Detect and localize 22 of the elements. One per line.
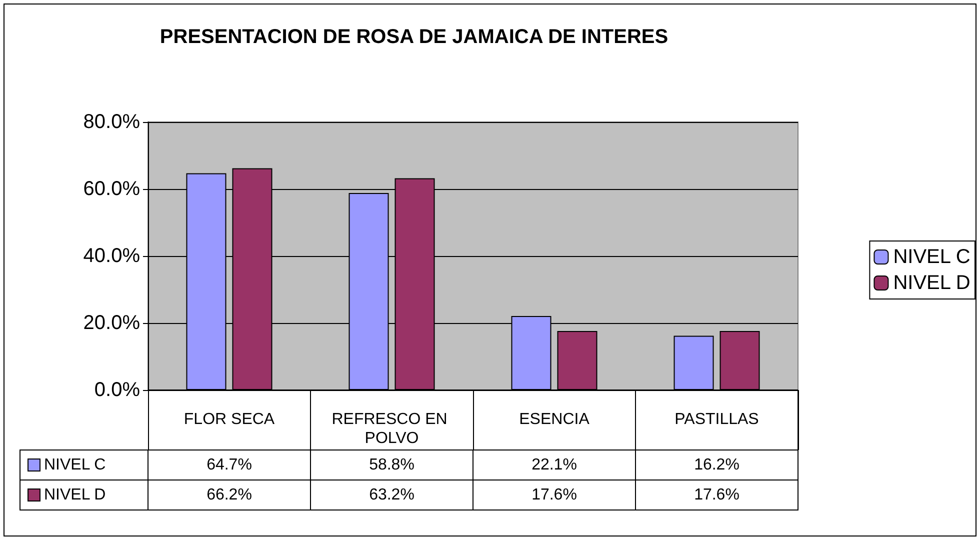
data-label: 22.1% <box>532 456 577 474</box>
chart-title: PRESENTACION DE ROSA DE JAMAICA DE INTERES <box>160 26 668 48</box>
x-tick-label: ESENCIA <box>519 411 590 428</box>
legend-label: NIVEL D <box>893 272 970 294</box>
y-tick-label: 20.0% <box>83 312 140 334</box>
data-label: 58.8% <box>369 456 414 474</box>
y-tick-label: 0.0% <box>94 379 140 401</box>
data-label: 17.6% <box>694 486 740 504</box>
data-label: 17.6% <box>532 486 577 504</box>
text: NIVEL D <box>44 486 106 504</box>
y-tick-label: 40.0% <box>83 245 140 267</box>
legend-label: NIVEL C <box>44 456 106 474</box>
data-label: 66.2% <box>206 486 252 504</box>
text: NIVEL C <box>893 246 970 268</box>
data-label: 64.7% <box>206 456 252 474</box>
x-tick-label: REFRESCO EN POLVO <box>332 411 452 447</box>
x-tick-label: FLOR SECA <box>184 411 275 428</box>
y-tick-label: 60.0% <box>83 178 140 200</box>
x-tick-label: PASTILLAS <box>674 411 759 428</box>
y-tick-label: 80.0% <box>83 111 140 133</box>
data-label: 16.2% <box>694 456 740 474</box>
data-label: 63.2% <box>369 486 414 504</box>
